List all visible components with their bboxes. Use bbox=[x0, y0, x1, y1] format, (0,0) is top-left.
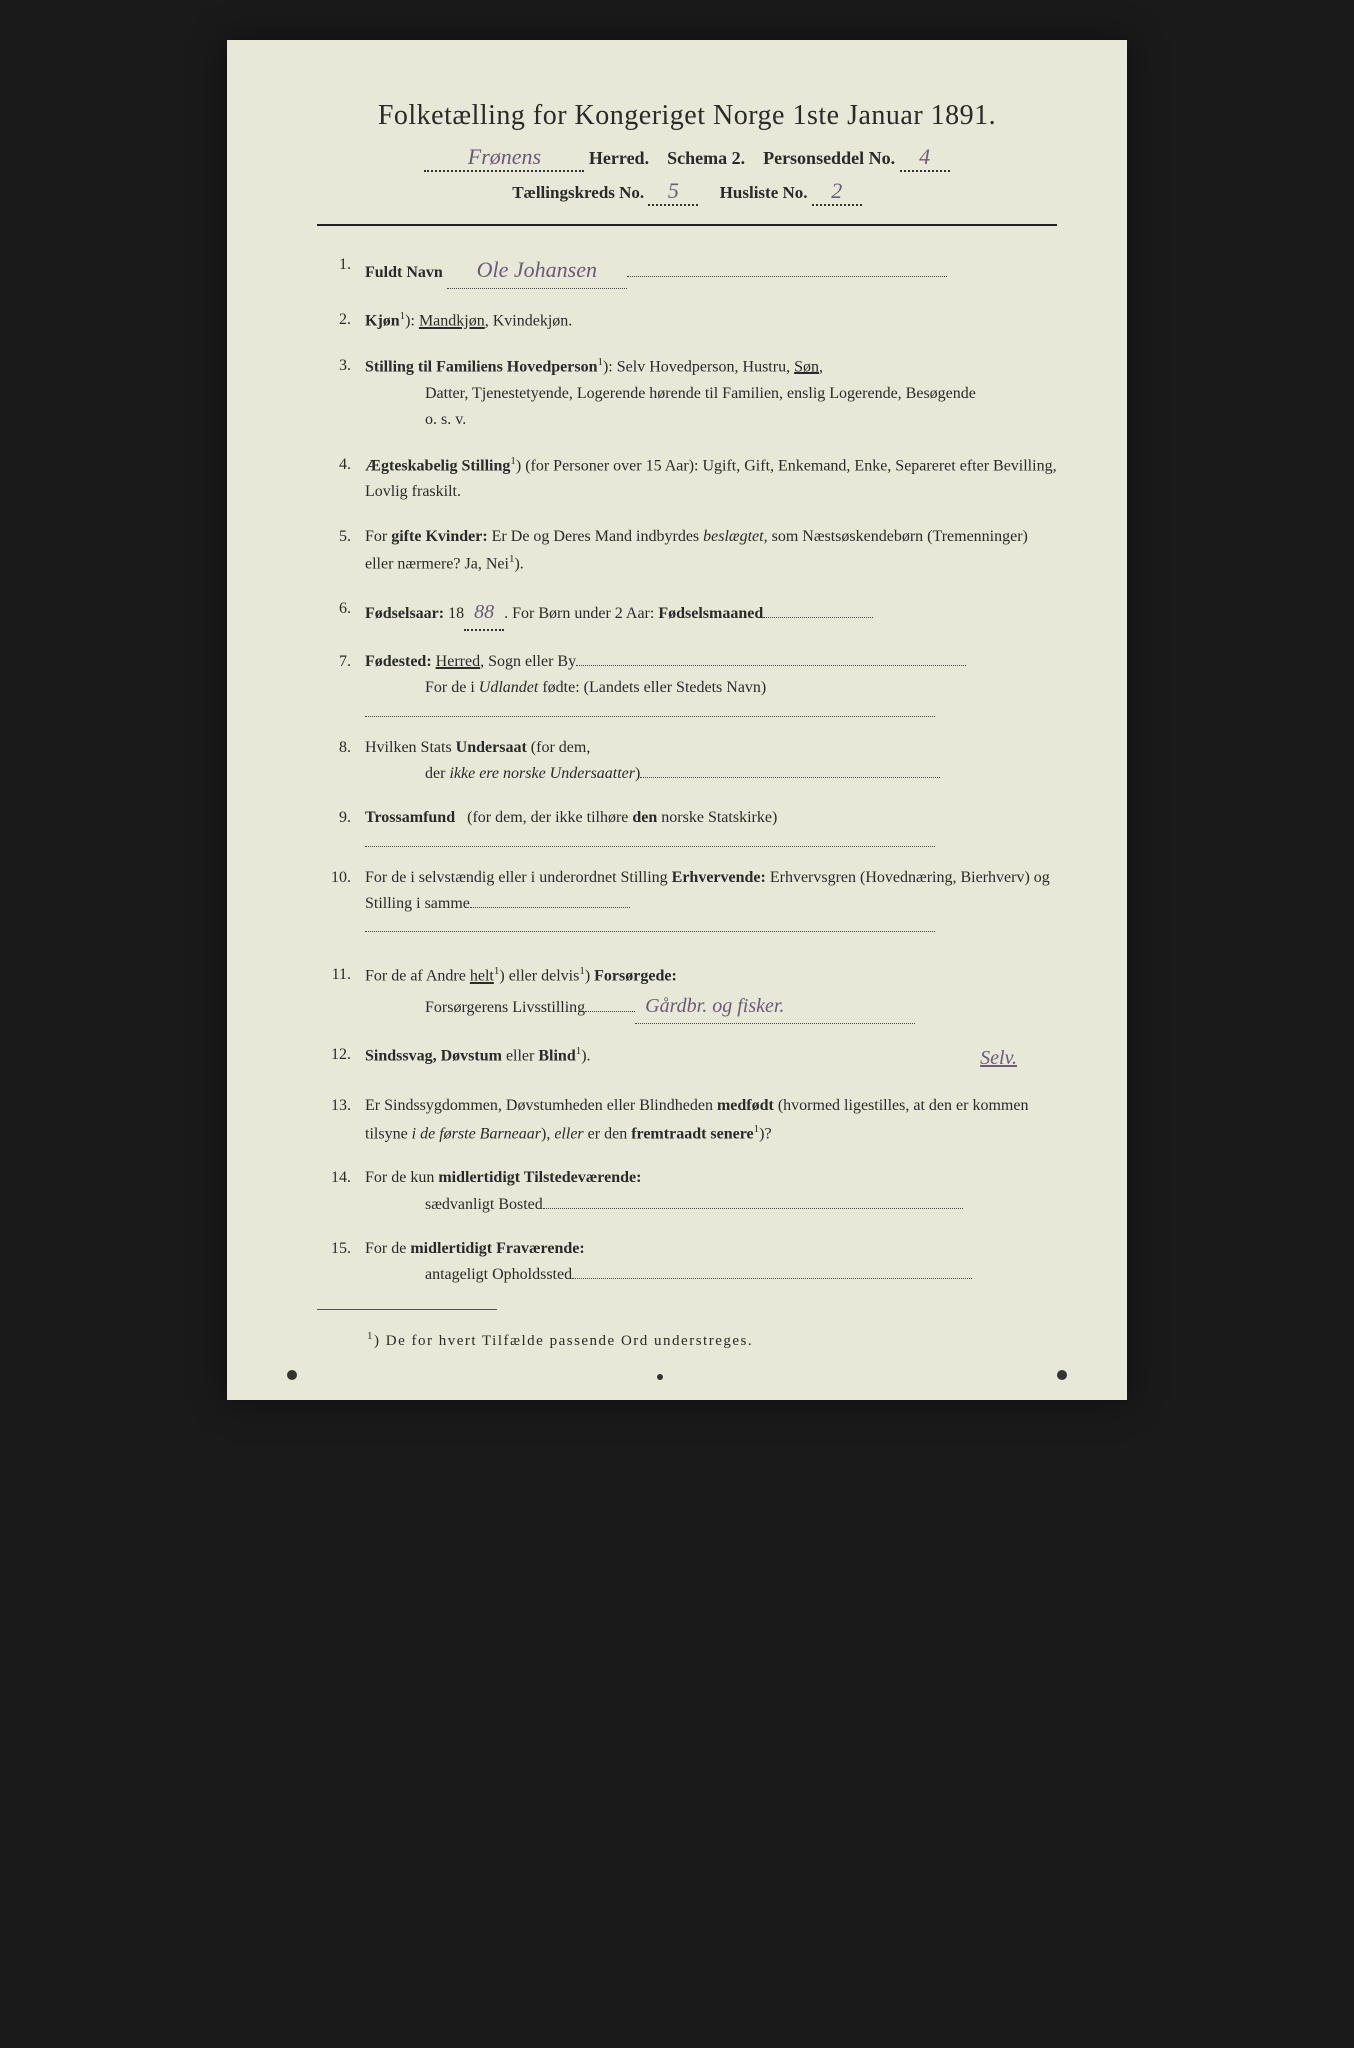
entry-15: 15. For de midlertidigt Fraværende: anta… bbox=[327, 1236, 1057, 1289]
label-sex: Kjøn bbox=[365, 313, 400, 330]
kreds-label: Tællingskreds No. bbox=[512, 183, 644, 202]
entry-12: 12. Sindssvag, Døvstum eller Blind1). Se… bbox=[327, 1042, 1057, 1075]
form-title: Folketælling for Kongeriget Norge 1ste J… bbox=[317, 100, 1057, 132]
footnote: 1) De for hvert Tilfælde passende Ord un… bbox=[317, 1330, 1057, 1350]
entry-7: 7. Fødested: Herred, Sogn eller By For d… bbox=[327, 649, 1057, 717]
herred-label: Herred. bbox=[589, 148, 649, 168]
hole-mark-left bbox=[287, 1370, 297, 1380]
label-birthplace: Fødested: bbox=[365, 653, 432, 670]
label-supported: Forsørgede: bbox=[594, 968, 677, 985]
entry-2: 2. Kjøn1): Mandkjøn, Kvindekjøn. bbox=[327, 307, 1057, 335]
subheader-line-1: Frønens Herred. Schema 2. Personseddel N… bbox=[317, 144, 1057, 172]
entry-5: 5. For gifte Kvinder: Er De og Deres Man… bbox=[327, 524, 1057, 578]
entry-10: 10. For de i selvstændig eller i underor… bbox=[327, 865, 1057, 933]
herred-field: Frønens bbox=[424, 144, 584, 172]
entry-3: 3. Stilling til Familiens Hovedperson1):… bbox=[327, 353, 1057, 434]
entry-13: 13. Er Sindssygdommen, Døvstumheden elle… bbox=[327, 1093, 1057, 1147]
entry-8: 8. Hvilken Stats Undersaat (for dem, der… bbox=[327, 735, 1057, 788]
label-subject: Undersaat bbox=[456, 739, 527, 756]
husliste-label: Husliste No. bbox=[720, 183, 808, 202]
label-name: Fuldt Navn bbox=[365, 264, 443, 281]
hole-mark-right bbox=[1057, 1370, 1067, 1380]
entry-4: 4. Ægteskabelig Stilling1) (for Personer… bbox=[327, 452, 1057, 506]
sex-selected: Mandkjøn bbox=[419, 313, 485, 330]
supporter-field: Gårdbr. og fisker. bbox=[635, 990, 915, 1024]
disability-hw: Selv. bbox=[980, 1042, 1017, 1075]
entry-6: 6. Fødselsaar: 1888. For Børn under 2 Aa… bbox=[327, 596, 1057, 631]
label-birthmonth: Fødselsmaaned bbox=[658, 605, 763, 622]
person-no-field: 4 bbox=[900, 144, 950, 172]
label-disability: Sindssvag, Døvstum bbox=[365, 1048, 502, 1065]
entry-9: 9. Trossamfund (for dem, der ikke tilhør… bbox=[327, 805, 1057, 846]
entries-list: 1. Fuldt Navn Ole Johansen 2. Kjøn1): Ma… bbox=[317, 252, 1057, 1289]
label-marital: Ægteskabelig Stilling bbox=[365, 457, 510, 474]
kreds-no-field: 5 bbox=[648, 178, 698, 206]
label-wives: gifte Kvinder: bbox=[391, 528, 487, 545]
header-rule bbox=[317, 224, 1057, 226]
subheader-line-2: Tællingskreds No. 5 Husliste No. 2 bbox=[317, 178, 1057, 206]
census-form-page: Folketælling for Kongeriget Norge 1ste J… bbox=[227, 40, 1127, 1400]
husliste-no-field: 2 bbox=[812, 178, 862, 206]
entry-11: 11. For de af Andre helt1) eller delvis1… bbox=[327, 962, 1057, 1024]
name-field: Ole Johansen bbox=[447, 252, 627, 289]
label-temp-present: midlertidigt Tilstedeværende: bbox=[438, 1169, 641, 1186]
form-header: Folketælling for Kongeriget Norge 1ste J… bbox=[317, 100, 1057, 206]
hole-mark-center bbox=[657, 1374, 663, 1380]
relation-selected: Søn bbox=[794, 358, 819, 375]
footnote-rule bbox=[317, 1309, 497, 1310]
birthplace-selected: Herred bbox=[436, 653, 480, 670]
entry-14: 14. For de kun midlertidigt Tilstedevære… bbox=[327, 1165, 1057, 1218]
schema-label: Schema 2. bbox=[667, 148, 745, 168]
label-occupation: Erhvervende: bbox=[672, 869, 766, 886]
birthyear-field: 88 bbox=[464, 596, 504, 631]
label-congenital: medfødt bbox=[717, 1097, 774, 1114]
label-birthyear: Fødselsaar: bbox=[365, 605, 444, 622]
person-label: Personseddel No. bbox=[763, 148, 895, 168]
label-religion: Trossamfund bbox=[365, 809, 455, 826]
label-relation: Stilling til Familiens Hovedperson bbox=[365, 358, 597, 375]
entry-1: 1. Fuldt Navn Ole Johansen bbox=[327, 252, 1057, 289]
label-temp-absent: midlertidigt Fraværende: bbox=[410, 1240, 584, 1257]
